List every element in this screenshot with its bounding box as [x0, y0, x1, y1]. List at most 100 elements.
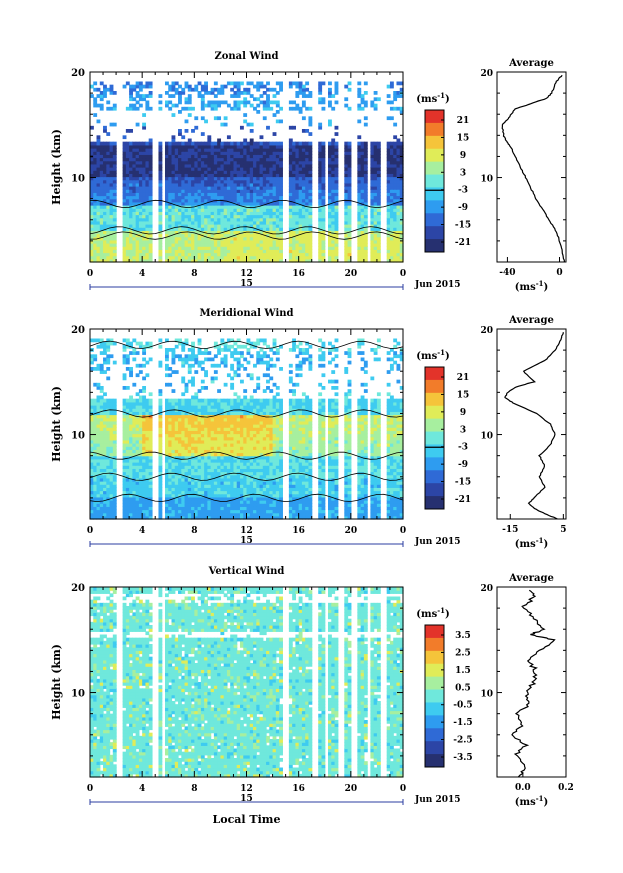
heatmap-cell: [233, 100, 238, 105]
heatmap-cell: [266, 239, 270, 244]
heatmap-cell: [331, 170, 336, 174]
heatmap-cell: [132, 103, 137, 108]
heatmap-cell: [138, 144, 143, 149]
heatmap-cell: [145, 81, 150, 86]
heatmap-cell: [148, 176, 153, 181]
heatmap-cell: [357, 239, 362, 244]
heatmap-cell: [275, 220, 280, 225]
heatmap-cell: [132, 141, 137, 146]
heatmap-cell: [109, 233, 114, 238]
heatmap-cell: [207, 217, 212, 222]
heatmap-cell: [295, 106, 300, 111]
heatmap-cell: [236, 198, 241, 203]
heatmap-cell: [145, 205, 150, 209]
heatmap-cell: [194, 208, 199, 212]
heatmap-cell: [226, 211, 231, 216]
heatmap-cell: [321, 249, 326, 254]
heatmap-cell: [122, 477, 127, 482]
heatmap-cell: [370, 144, 375, 149]
heatmap-cell: [171, 84, 176, 89]
heatmap-cell: [246, 496, 251, 501]
heatmap-cell: [376, 160, 381, 165]
heatmap-cell: [272, 217, 277, 222]
heatmap-cell: [93, 477, 98, 482]
heatmap-cell: [256, 246, 261, 250]
heatmap-cell: [305, 144, 310, 149]
heatmap-cell: [90, 144, 94, 149]
heatmap-cell: [373, 205, 378, 209]
heatmap-cell: [223, 487, 228, 492]
heatmap-cell: [135, 208, 140, 212]
heatmap-cell: [275, 195, 280, 200]
heatmap-cell: [269, 179, 274, 184]
heatmap-cell: [220, 217, 225, 222]
heatmap-cell: [298, 503, 303, 507]
heatmap-cell: [344, 246, 349, 250]
heatmap-cell: [262, 141, 267, 146]
heatmap-cell: [305, 182, 310, 187]
heatmap-cell: [158, 160, 163, 165]
heatmap-cell: [233, 182, 238, 187]
heatmap-cell: [236, 255, 241, 260]
heatmap-cell: [194, 506, 199, 511]
heatmap-cell: [239, 186, 244, 190]
heatmap-cell: [168, 258, 173, 263]
heatmap-cell: [217, 160, 222, 165]
heatmap-cell: [328, 157, 332, 162]
heatmap-cell: [174, 170, 179, 174]
heatmap-cell: [259, 151, 264, 155]
heatmap-cell: [197, 198, 202, 203]
heatmap-cell: [259, 201, 264, 206]
heatmap-cell: [298, 160, 303, 165]
heatmap-cell: [220, 487, 225, 492]
heatmap-cell: [262, 186, 267, 190]
heatmap-cell: [305, 192, 310, 197]
heatmap-cell: [99, 481, 104, 485]
heatmap-cell: [194, 496, 199, 501]
heatmap-cell: [272, 148, 277, 152]
heatmap-cell: [399, 189, 404, 193]
heatmap-cell: [135, 481, 140, 485]
heatmap-cell: [298, 151, 303, 155]
heatmap-cell: [109, 106, 114, 111]
heatmap-cell: [158, 205, 163, 209]
heatmap-cell: [132, 195, 137, 200]
heatmap-cell: [253, 236, 257, 241]
heatmap-cell: [174, 182, 179, 187]
heatmap-cell: [171, 515, 176, 520]
heatmap-cell: [239, 91, 244, 95]
heatmap-cell: [200, 144, 205, 149]
heatmap-cell: [305, 509, 310, 514]
heatmap-cell: [191, 217, 195, 222]
heatmap-cell: [99, 189, 104, 193]
heatmap-cell: [376, 144, 381, 149]
heatmap-cell: [197, 141, 202, 146]
heatmap-cell: [301, 230, 306, 235]
heatmap-cell: [386, 116, 391, 121]
heatmap-cell: [389, 195, 394, 200]
heatmap-cell: [389, 217, 394, 222]
heatmap-cell: [357, 186, 362, 190]
heatmap-cell: [174, 506, 179, 511]
heatmap-cell: [266, 246, 270, 250]
heatmap-cell: [184, 493, 189, 498]
heatmap-cell: [396, 106, 401, 111]
heatmap-cell: [204, 182, 208, 187]
heatmap-cell: [178, 160, 182, 165]
heatmap-cell: [158, 243, 163, 247]
heatmap-cell: [334, 182, 339, 187]
heatmap-cell: [292, 186, 297, 190]
heatmap-cell: [220, 179, 225, 184]
heatmap-cell: [373, 148, 378, 152]
heatmap-cell: [135, 496, 140, 501]
heatmap-cell: [112, 214, 117, 219]
heatmap-cell: [275, 157, 280, 162]
heatmap-cell: [269, 496, 274, 501]
heatmap-cell: [288, 189, 293, 193]
heatmap-cell: [334, 192, 339, 197]
heatmap-cell: [200, 179, 205, 184]
heatmap-cell: [96, 512, 101, 517]
heatmap-cell: [360, 214, 365, 219]
heatmap-cell: [204, 487, 208, 492]
heatmap-cell: [370, 100, 375, 105]
